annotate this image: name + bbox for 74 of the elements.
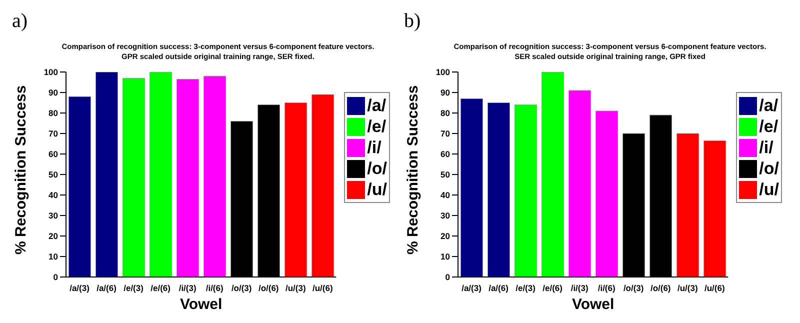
bar <box>122 78 145 277</box>
x-tick-label: /o/(6) <box>258 283 279 294</box>
y-axis-title: % Recognition Success <box>404 85 422 254</box>
legend-label: /a/ <box>758 95 779 116</box>
bar <box>176 78 200 277</box>
legend-label: /e/ <box>758 116 779 137</box>
x-tick-label: /u/(6) <box>312 283 333 294</box>
x-tick-label: /i/(6) <box>206 283 224 294</box>
legend-label: /o/ <box>758 158 779 179</box>
y-tick-label: 40 <box>440 190 450 200</box>
x-tick-label: /u/(3) <box>677 283 698 294</box>
x-tick-label: /e/(6) <box>542 283 563 294</box>
y-axis-title: % Recognition Success <box>12 85 30 254</box>
x-tick-label: /a/(3) <box>70 283 90 294</box>
y-tick-label: 70 <box>440 128 450 139</box>
legend-label: /o/ <box>366 158 387 179</box>
legend-label: /u/ <box>366 179 387 200</box>
y-tick-label: 90 <box>440 88 450 98</box>
x-tick-label: /e/(3) <box>516 283 536 294</box>
x-tick-label: /e/(3) <box>124 283 144 294</box>
x-axis-title: Vowel <box>572 296 614 313</box>
x-tick-label: /i/(3) <box>570 283 588 294</box>
y-tick-label: 100 <box>436 67 450 78</box>
legend-label: /e/ <box>366 116 387 137</box>
bar <box>514 104 537 277</box>
x-tick-label: /o/(3) <box>623 283 644 294</box>
legend-label: /i/ <box>366 137 382 158</box>
y-tick-label: 80 <box>440 108 450 118</box>
x-tick-label: /a/(6) <box>488 283 509 294</box>
x-tick-label: /a/(6) <box>96 283 117 294</box>
y-tick-label: 0 <box>445 272 450 282</box>
bar <box>150 72 172 277</box>
y-tick-label: 0 <box>53 272 58 282</box>
y-tick-label: 20 <box>440 231 450 242</box>
y-tick-label: 90 <box>48 88 58 98</box>
y-tick-label: 70 <box>48 128 58 139</box>
bar <box>676 133 700 277</box>
legend-label: /i/ <box>758 137 774 158</box>
bar <box>204 76 226 277</box>
y-tick-label: 80 <box>48 108 58 118</box>
bar <box>596 110 618 277</box>
x-tick-label: /o/(6) <box>650 283 671 294</box>
y-tick-label: 60 <box>48 149 58 160</box>
x-tick-label: /e/(6) <box>150 283 171 294</box>
x-tick-label: /u/(6) <box>704 283 725 294</box>
x-tick-label: /i/(6) <box>598 283 616 294</box>
y-tick-label: 100 <box>44 67 58 78</box>
legend-label: /a/ <box>366 95 387 116</box>
bar <box>95 72 118 277</box>
bar <box>542 72 564 277</box>
x-axis-title: Vowel <box>180 296 222 313</box>
bar <box>704 140 726 277</box>
y-tick-label: 60 <box>440 149 450 160</box>
y-tick-label: 40 <box>48 190 58 200</box>
text: a) <box>12 10 28 33</box>
x-tick-label: /a/(3) <box>462 283 482 294</box>
y-tick-label: 30 <box>48 210 58 221</box>
y-tick-label: 10 <box>48 252 58 262</box>
y-tick-label: 50 <box>48 170 58 180</box>
text: b) <box>404 10 421 33</box>
bar <box>68 96 91 277</box>
x-tick-label: /o/(3) <box>231 283 252 294</box>
y-tick-label: 10 <box>440 252 450 262</box>
x-tick-label: /u/(3) <box>285 283 306 294</box>
y-tick-label: 20 <box>48 231 58 242</box>
bar <box>312 94 334 277</box>
bar <box>460 98 483 277</box>
bar <box>568 90 592 277</box>
y-tick-label: 30 <box>440 210 450 221</box>
bar <box>487 102 510 277</box>
bar <box>284 102 308 277</box>
legend-label: /u/ <box>758 179 779 200</box>
y-tick-label: 50 <box>440 170 450 180</box>
x-tick-label: /i/(3) <box>178 283 196 294</box>
